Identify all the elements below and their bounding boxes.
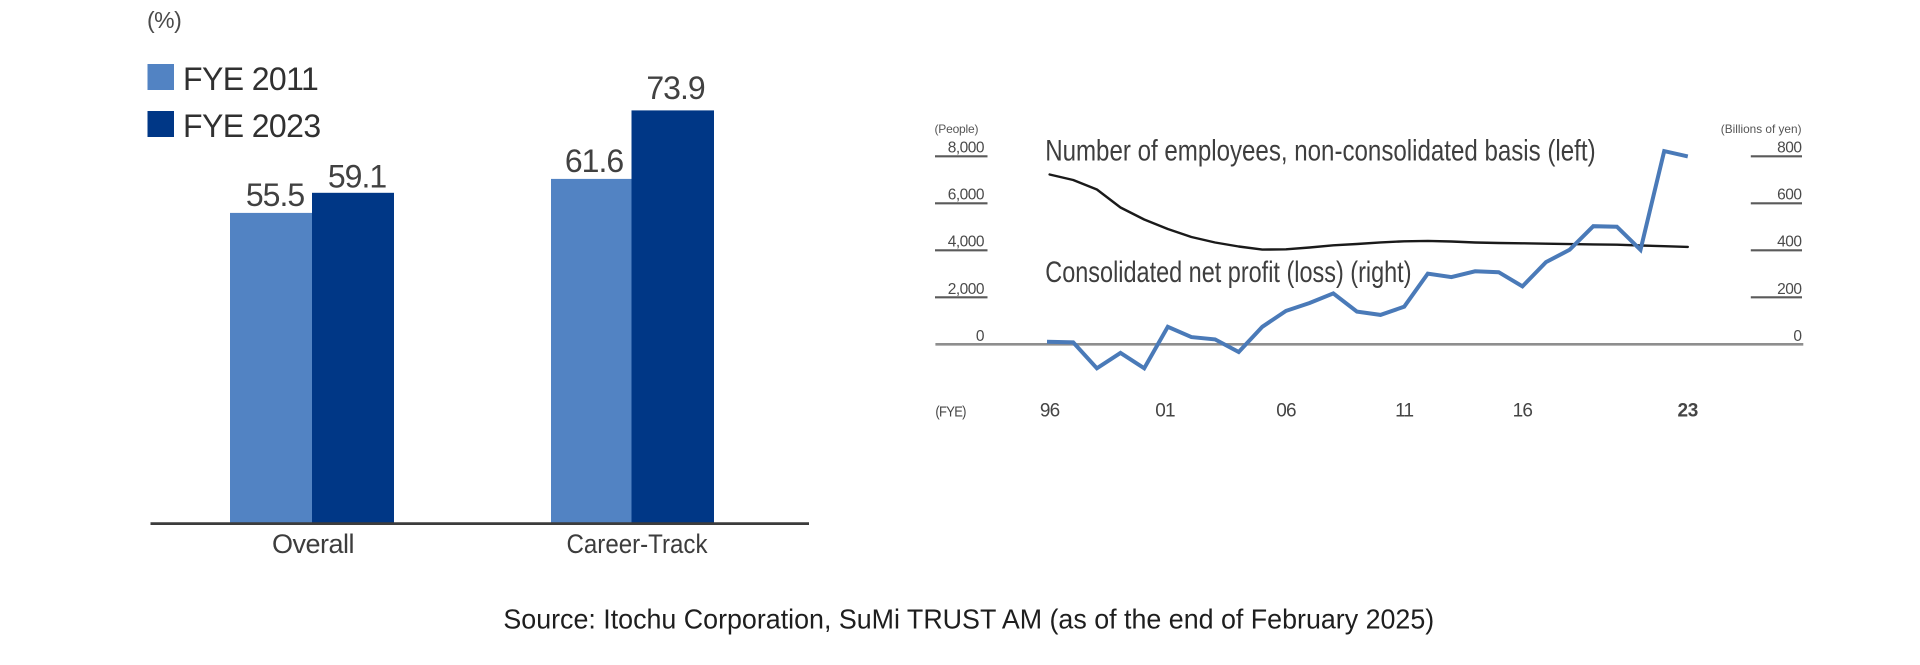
svg-text:2,000: 2,000 [948, 281, 985, 298]
svg-text:96: 96 [1040, 401, 1060, 422]
svg-text:4,000: 4,000 [948, 234, 985, 251]
svg-text:200: 200 [1777, 281, 1802, 298]
svg-text:61.6: 61.6 [565, 143, 623, 179]
svg-text:16: 16 [1513, 401, 1533, 422]
svg-text:(%): (%) [147, 7, 181, 33]
svg-text:55.5: 55.5 [246, 177, 304, 213]
svg-text:01: 01 [1155, 401, 1175, 422]
svg-text:(People): (People) [935, 122, 979, 136]
svg-text:(FYE): (FYE) [935, 404, 966, 421]
svg-text:FYE 2023: FYE 2023 [183, 108, 321, 144]
svg-text:Source: Itochu Corporation, Su: Source: Itochu Corporation, SuMi TRUST A… [503, 604, 1434, 635]
svg-text:0: 0 [976, 328, 985, 345]
svg-text:8,000: 8,000 [948, 140, 985, 157]
svg-text:Consolidated net profit (loss): Consolidated net profit (loss) (right) [1045, 256, 1411, 289]
svg-text:06: 06 [1276, 401, 1296, 422]
svg-text:Career-Track: Career-Track [567, 529, 708, 559]
svg-text:Overall: Overall [272, 529, 354, 559]
svg-text:59.1: 59.1 [328, 158, 386, 194]
svg-text:73.9: 73.9 [646, 70, 704, 106]
svg-text:400: 400 [1777, 234, 1802, 251]
svg-text:(Billions of yen): (Billions of yen) [1721, 122, 1802, 136]
svg-text:600: 600 [1777, 187, 1802, 204]
svg-text:23: 23 [1678, 401, 1699, 422]
svg-text:Number of employees, non-conso: Number of employees, non-consolidated ba… [1045, 135, 1595, 168]
svg-text:6,000: 6,000 [948, 187, 985, 204]
svg-text:11: 11 [1395, 401, 1413, 422]
svg-text:FYE 2011: FYE 2011 [183, 61, 318, 97]
svg-text:800: 800 [1777, 140, 1802, 157]
svg-text:0: 0 [1793, 328, 1802, 345]
